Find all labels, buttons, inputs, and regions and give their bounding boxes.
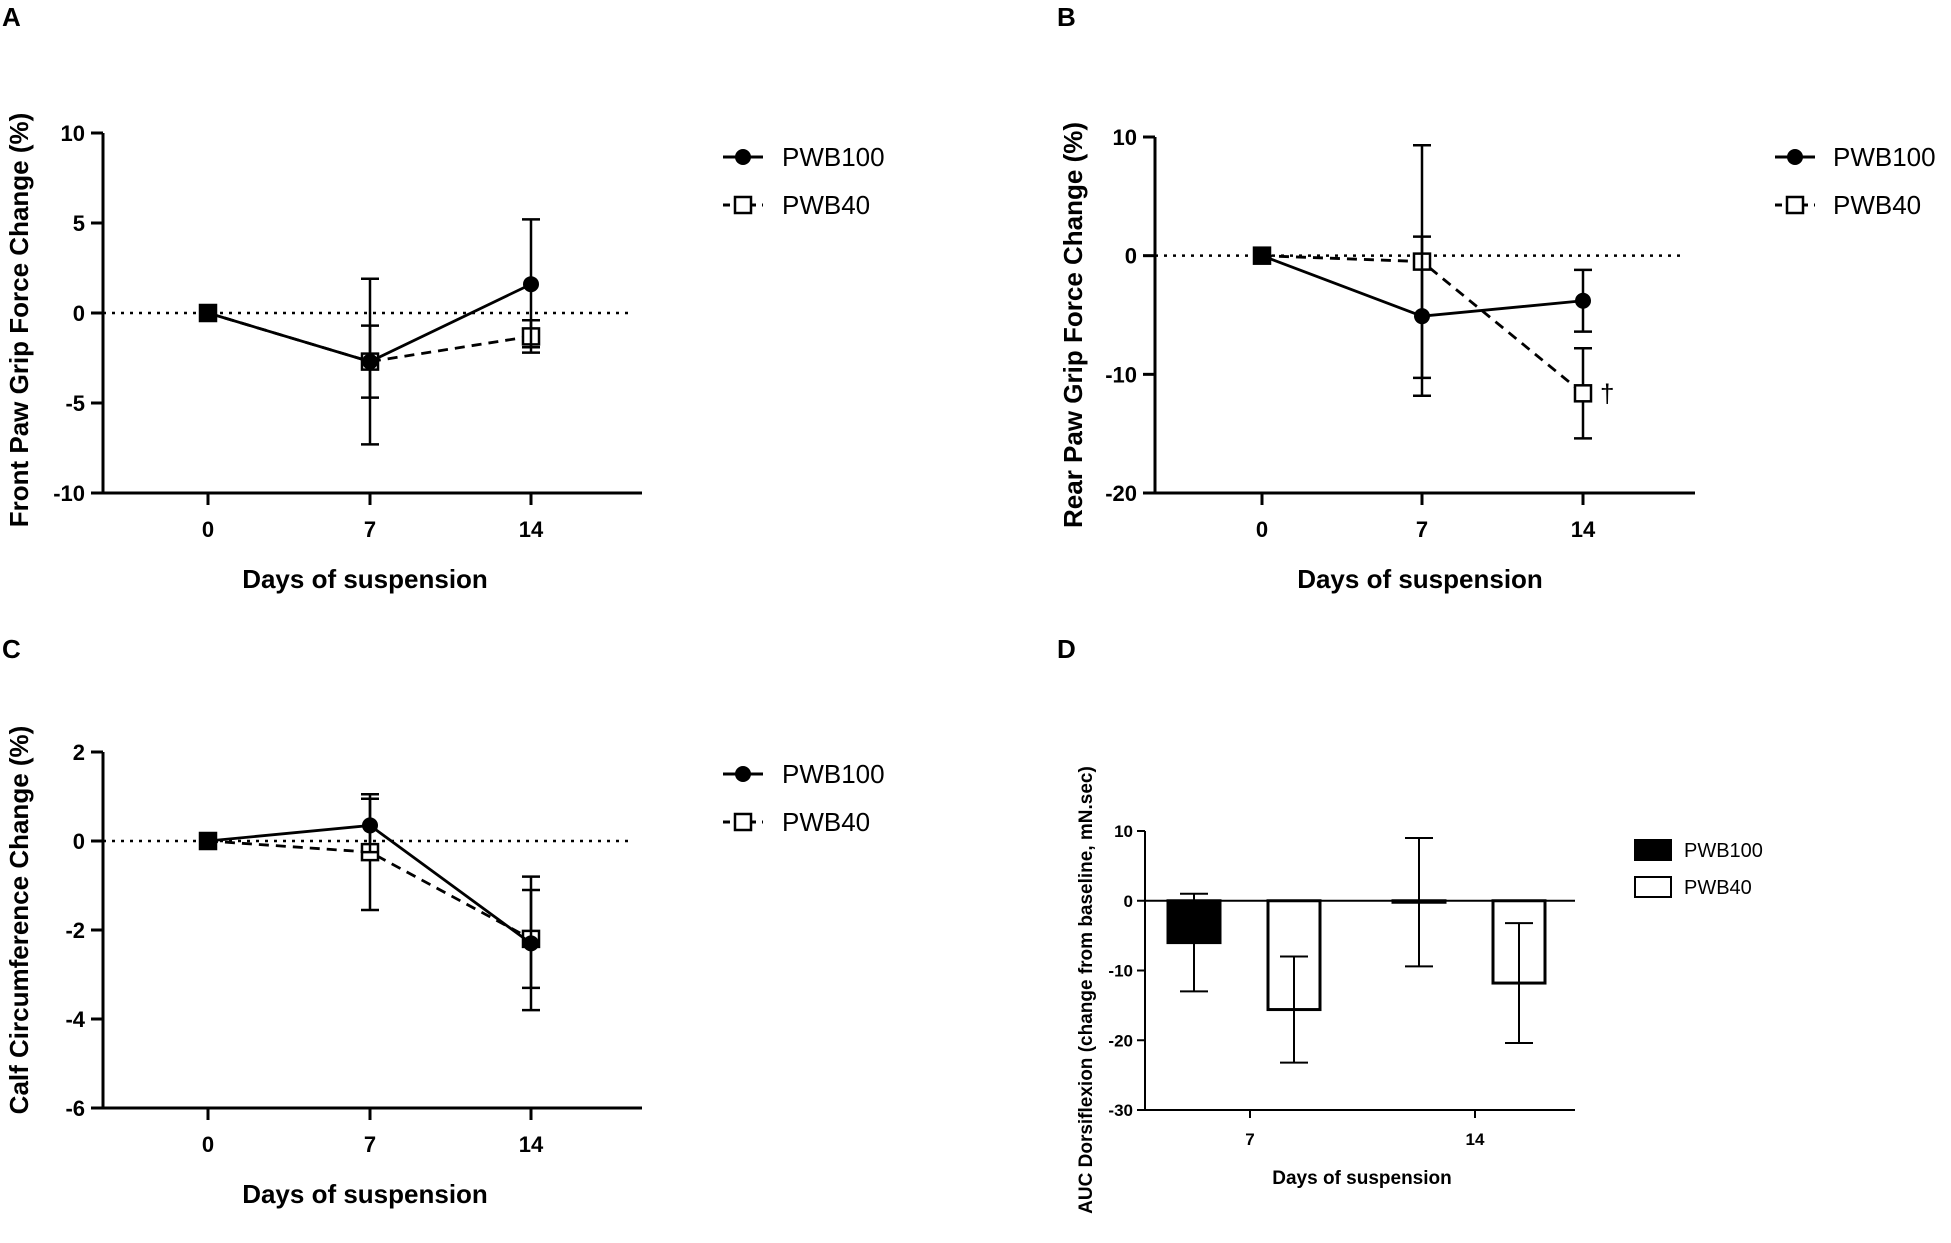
panel-c-legend-pwb40-label: PWB40 — [782, 807, 870, 837]
y-tick-label: -20 — [1108, 1031, 1133, 1050]
pwb100-marker — [523, 935, 539, 952]
pwb40-bar — [1266, 899, 1322, 1012]
pwb100-marker — [1575, 292, 1591, 309]
pwb40-marker — [1573, 384, 1593, 403]
legend-pwb40-marker — [733, 812, 753, 832]
y-tick-label: 5 — [73, 211, 85, 236]
pwb100-marker — [1254, 247, 1270, 264]
panel-c-x-axis-title: Days of suspension — [242, 1179, 488, 1209]
panel-d-x-axis-title: Days of suspension — [1272, 1168, 1452, 1189]
pwb100-marker — [362, 353, 378, 370]
legend-pwb40-marker — [1785, 195, 1805, 215]
panel-b: B 10 0 -10 -20 0 7 14 Days of suspension Rear … — [1057, 2, 1936, 594]
panel-d-legend: PWB100 PWB40 — [1634, 839, 1763, 899]
panel-a-legend-pwb100-label: PWB100 — [782, 142, 885, 172]
panel-label-a: A — [2, 2, 21, 32]
panel-b-plot: 10 0 -10 -20 0 7 14 — [1105, 125, 1695, 542]
panel-d-plot: 10 0 -10 -20 -30 7 14 — [1108, 822, 1575, 1149]
panel-a-y-axis-title: Front Paw Grip Force Change (%) — [4, 113, 34, 528]
x-tick-label: 14 — [519, 1132, 544, 1157]
legend-pwb100-swatch — [1634, 839, 1672, 861]
panel-c: C 2 0 -2 -4 -6 0 7 14 Days of suspension Calf C… — [2, 634, 885, 1209]
x-tick-label: 0 — [202, 1132, 214, 1157]
pwb100-marker — [523, 276, 539, 293]
y-tick-label: -10 — [1108, 962, 1133, 981]
legend-pwb100-marker — [1787, 149, 1803, 165]
x-tick-label: 14 — [1571, 517, 1596, 542]
panel-a-legend-pwb40-label: PWB40 — [782, 190, 870, 220]
pwb100-marker — [200, 833, 216, 849]
x-tick-label: 7 — [1416, 517, 1428, 542]
y-tick-label: 0 — [1124, 892, 1133, 911]
y-tick-label: 0 — [1125, 244, 1137, 269]
x-tick-label: 0 — [1256, 517, 1268, 542]
y-tick-label: -10 — [53, 481, 85, 506]
legend-pwb100-marker — [735, 766, 751, 782]
panel-b-legend-pwb40-label: PWB40 — [1833, 190, 1921, 220]
panel-c-plot: 2 0 -2 -4 -6 0 7 14 — [65, 740, 642, 1157]
panel-d-legend-pwb100-label: PWB100 — [1684, 840, 1763, 862]
pwb100-marker — [200, 305, 216, 321]
panel-c-y-axis-title: Calf Circumference Change (%) — [4, 726, 34, 1115]
panel-d-legend-pwb40-label: PWB40 — [1684, 877, 1752, 899]
pwb100-marker — [362, 817, 378, 834]
x-tick-label: 7 — [1245, 1130, 1254, 1149]
y-tick-label: 10 — [1114, 822, 1133, 841]
x-tick-label: 7 — [364, 517, 376, 542]
x-tick-label: 7 — [364, 1132, 376, 1157]
y-tick-label: -30 — [1108, 1101, 1133, 1120]
y-tick-label: 10 — [1113, 125, 1137, 150]
panel-d-y-axis-title: AUC Dorsiflexion (change from baseline, … — [1076, 766, 1097, 1214]
panel-b-y-axis-title: Rear Paw Grip Force Change (%) — [1058, 122, 1088, 528]
y-tick-label: 2 — [73, 740, 85, 765]
panel-label-d: D — [1057, 634, 1076, 664]
panel-label-c: C — [2, 634, 21, 664]
panel-b-legend-pwb100-label: PWB100 — [1833, 142, 1936, 172]
legend-pwb40-swatch — [1634, 876, 1672, 898]
significance-dagger: † — [1600, 378, 1614, 408]
y-tick-label: -4 — [65, 1007, 85, 1032]
y-tick-label: -6 — [65, 1096, 85, 1121]
x-tick-label: 14 — [1466, 1130, 1485, 1149]
pwb100-marker — [1414, 308, 1430, 325]
panel-d: D 10 0 -10 -20 -30 7 14 Days of suspension AUC… — [1057, 634, 1763, 1214]
panel-a: A 10 5 0 -5 -10 0 7 14 Days of suspension Front… — [2, 2, 885, 594]
panel-label-b: B — [1057, 2, 1076, 32]
panel-a-x-axis-title: Days of suspension — [242, 564, 488, 594]
panel-c-legend-pwb100-label: PWB100 — [782, 759, 885, 789]
y-tick-label: 0 — [73, 829, 85, 854]
x-tick-label: 0 — [202, 517, 214, 542]
panel-a-plot: 10 5 0 -5 -10 0 7 14 — [53, 121, 642, 542]
x-tick-label: 14 — [519, 517, 544, 542]
legend-pwb100-marker — [735, 149, 751, 165]
y-tick-label: 0 — [73, 301, 85, 326]
y-tick-label: -20 — [1105, 481, 1137, 506]
legend-pwb40-marker — [733, 195, 753, 215]
y-tick-label: -5 — [65, 391, 85, 416]
y-tick-label: 10 — [61, 121, 85, 146]
y-tick-label: -10 — [1105, 362, 1137, 387]
panel-c-legend: PWB100 PWB40 — [723, 759, 885, 837]
panel-b-x-axis-title: Days of suspension — [1297, 564, 1543, 594]
y-tick-label: -2 — [65, 918, 85, 943]
panel-a-legend: PWB100 PWB40 — [723, 142, 885, 220]
panel-b-legend: PWB100 PWB40 — [1775, 142, 1936, 220]
